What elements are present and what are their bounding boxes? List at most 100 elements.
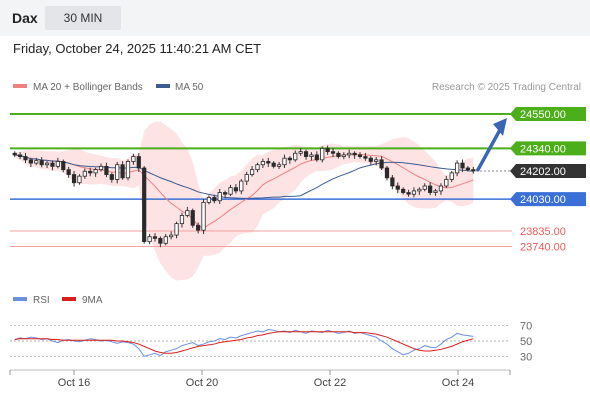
candle-up <box>163 236 168 244</box>
candle-up <box>433 190 438 193</box>
candle-down <box>390 177 395 187</box>
x-tick-label: Oct 16 <box>58 377 90 389</box>
level-label: 23740.00 <box>520 242 566 254</box>
candle-up <box>185 210 190 216</box>
rsi-tick-label: 30 <box>520 351 532 363</box>
symbol-label: Dax <box>12 10 38 26</box>
candle-down <box>109 174 114 180</box>
level-label: 24202.00 <box>520 166 566 178</box>
candle-down <box>379 159 384 169</box>
top-bar: Dax 30 MIN <box>0 0 590 36</box>
candle-down <box>158 237 163 244</box>
rsi-legend-swatch <box>13 297 27 301</box>
x-tick-label: Oct 24 <box>442 377 474 389</box>
candle-up <box>82 170 87 177</box>
candle-up <box>320 147 325 161</box>
ma20-legend-swatch <box>13 84 27 88</box>
candle-down <box>104 165 109 175</box>
timeframe-badge[interactable]: 30 MIN <box>45 6 121 30</box>
candle-down <box>142 167 147 243</box>
candle-down <box>357 154 363 157</box>
candle-down <box>28 159 33 164</box>
candle-down <box>368 157 373 162</box>
level-label: 24030.00 <box>520 194 566 206</box>
candle-up <box>249 169 255 175</box>
rsi-panel: 30 50 70 <box>10 321 532 363</box>
rsi-tick-label: 70 <box>520 321 532 333</box>
rsi-tick-label: 50 <box>520 336 532 348</box>
candle-up <box>55 161 60 167</box>
rsi-line <box>14 328 474 357</box>
candle-down <box>428 185 433 193</box>
candle-up <box>255 164 260 171</box>
candle-down <box>120 164 125 179</box>
rsi-ma-line <box>14 331 474 354</box>
candle-up <box>201 201 206 231</box>
candle-up <box>206 197 212 203</box>
candle-down <box>196 224 201 231</box>
candle-up <box>309 154 314 157</box>
candle-up <box>260 161 265 166</box>
rsi-ma-legend-swatch <box>62 297 76 301</box>
projection-arrow-head <box>493 118 507 136</box>
level-tag-resistance <box>510 141 586 156</box>
candle-up <box>455 162 460 174</box>
candle-up <box>374 159 379 162</box>
candle-down <box>66 169 71 175</box>
x-tick-label: Oct 20 <box>186 377 218 389</box>
candle-down <box>212 197 217 202</box>
candle-down <box>460 162 465 169</box>
level-label: 24340.00 <box>520 143 566 155</box>
candle-down <box>266 161 271 164</box>
x-tick-label: Oct 22 <box>314 377 346 389</box>
candle-up <box>131 156 136 162</box>
candle-down <box>39 160 44 166</box>
candle-up <box>422 185 427 190</box>
candle-down <box>223 192 228 195</box>
candle-down <box>88 170 93 174</box>
level-tag-current <box>510 163 586 178</box>
candle-up <box>444 179 449 187</box>
candle-up <box>217 192 222 202</box>
candle-down <box>352 152 357 156</box>
candle-up <box>93 169 98 174</box>
candlesticks <box>12 145 476 248</box>
candle-up <box>449 172 454 180</box>
candle-up <box>298 151 303 154</box>
credit-label: Research © 2025 Trading Central <box>432 82 581 93</box>
candle-up <box>417 188 422 192</box>
candle-down <box>17 154 23 157</box>
moving-averages <box>14 153 474 229</box>
candle-down <box>12 152 17 156</box>
candle-up <box>147 236 152 243</box>
ma20-legend-label: MA 20 + Bollinger Bands <box>33 82 143 93</box>
level-tag-resistance <box>510 107 586 121</box>
candle-up <box>438 185 444 192</box>
candle-down <box>465 167 471 171</box>
rsi-legend-label: RSI <box>33 295 50 306</box>
candle-down <box>363 156 368 159</box>
candle-down <box>395 185 400 190</box>
candle-up <box>282 157 287 166</box>
candle-down <box>325 147 330 153</box>
candle-up <box>98 165 104 171</box>
candle-down <box>303 151 309 157</box>
candle-up <box>347 152 352 156</box>
level-label: 24550.00 <box>520 109 566 121</box>
candle-down <box>287 157 292 161</box>
candle-down <box>71 174 77 184</box>
level-tag-support <box>510 192 586 207</box>
candle-down <box>471 169 476 172</box>
candle-up <box>115 164 120 180</box>
candle-up <box>411 190 417 195</box>
candle-down <box>136 156 141 169</box>
candle-down <box>23 156 28 161</box>
candle-down <box>50 162 55 167</box>
ma50-line <box>14 154 474 199</box>
candle-down <box>152 236 158 239</box>
ma50-legend-label: MA 50 <box>175 82 204 93</box>
candle-up <box>34 160 39 164</box>
projection-arrow <box>475 118 507 172</box>
candle-up <box>341 154 346 157</box>
